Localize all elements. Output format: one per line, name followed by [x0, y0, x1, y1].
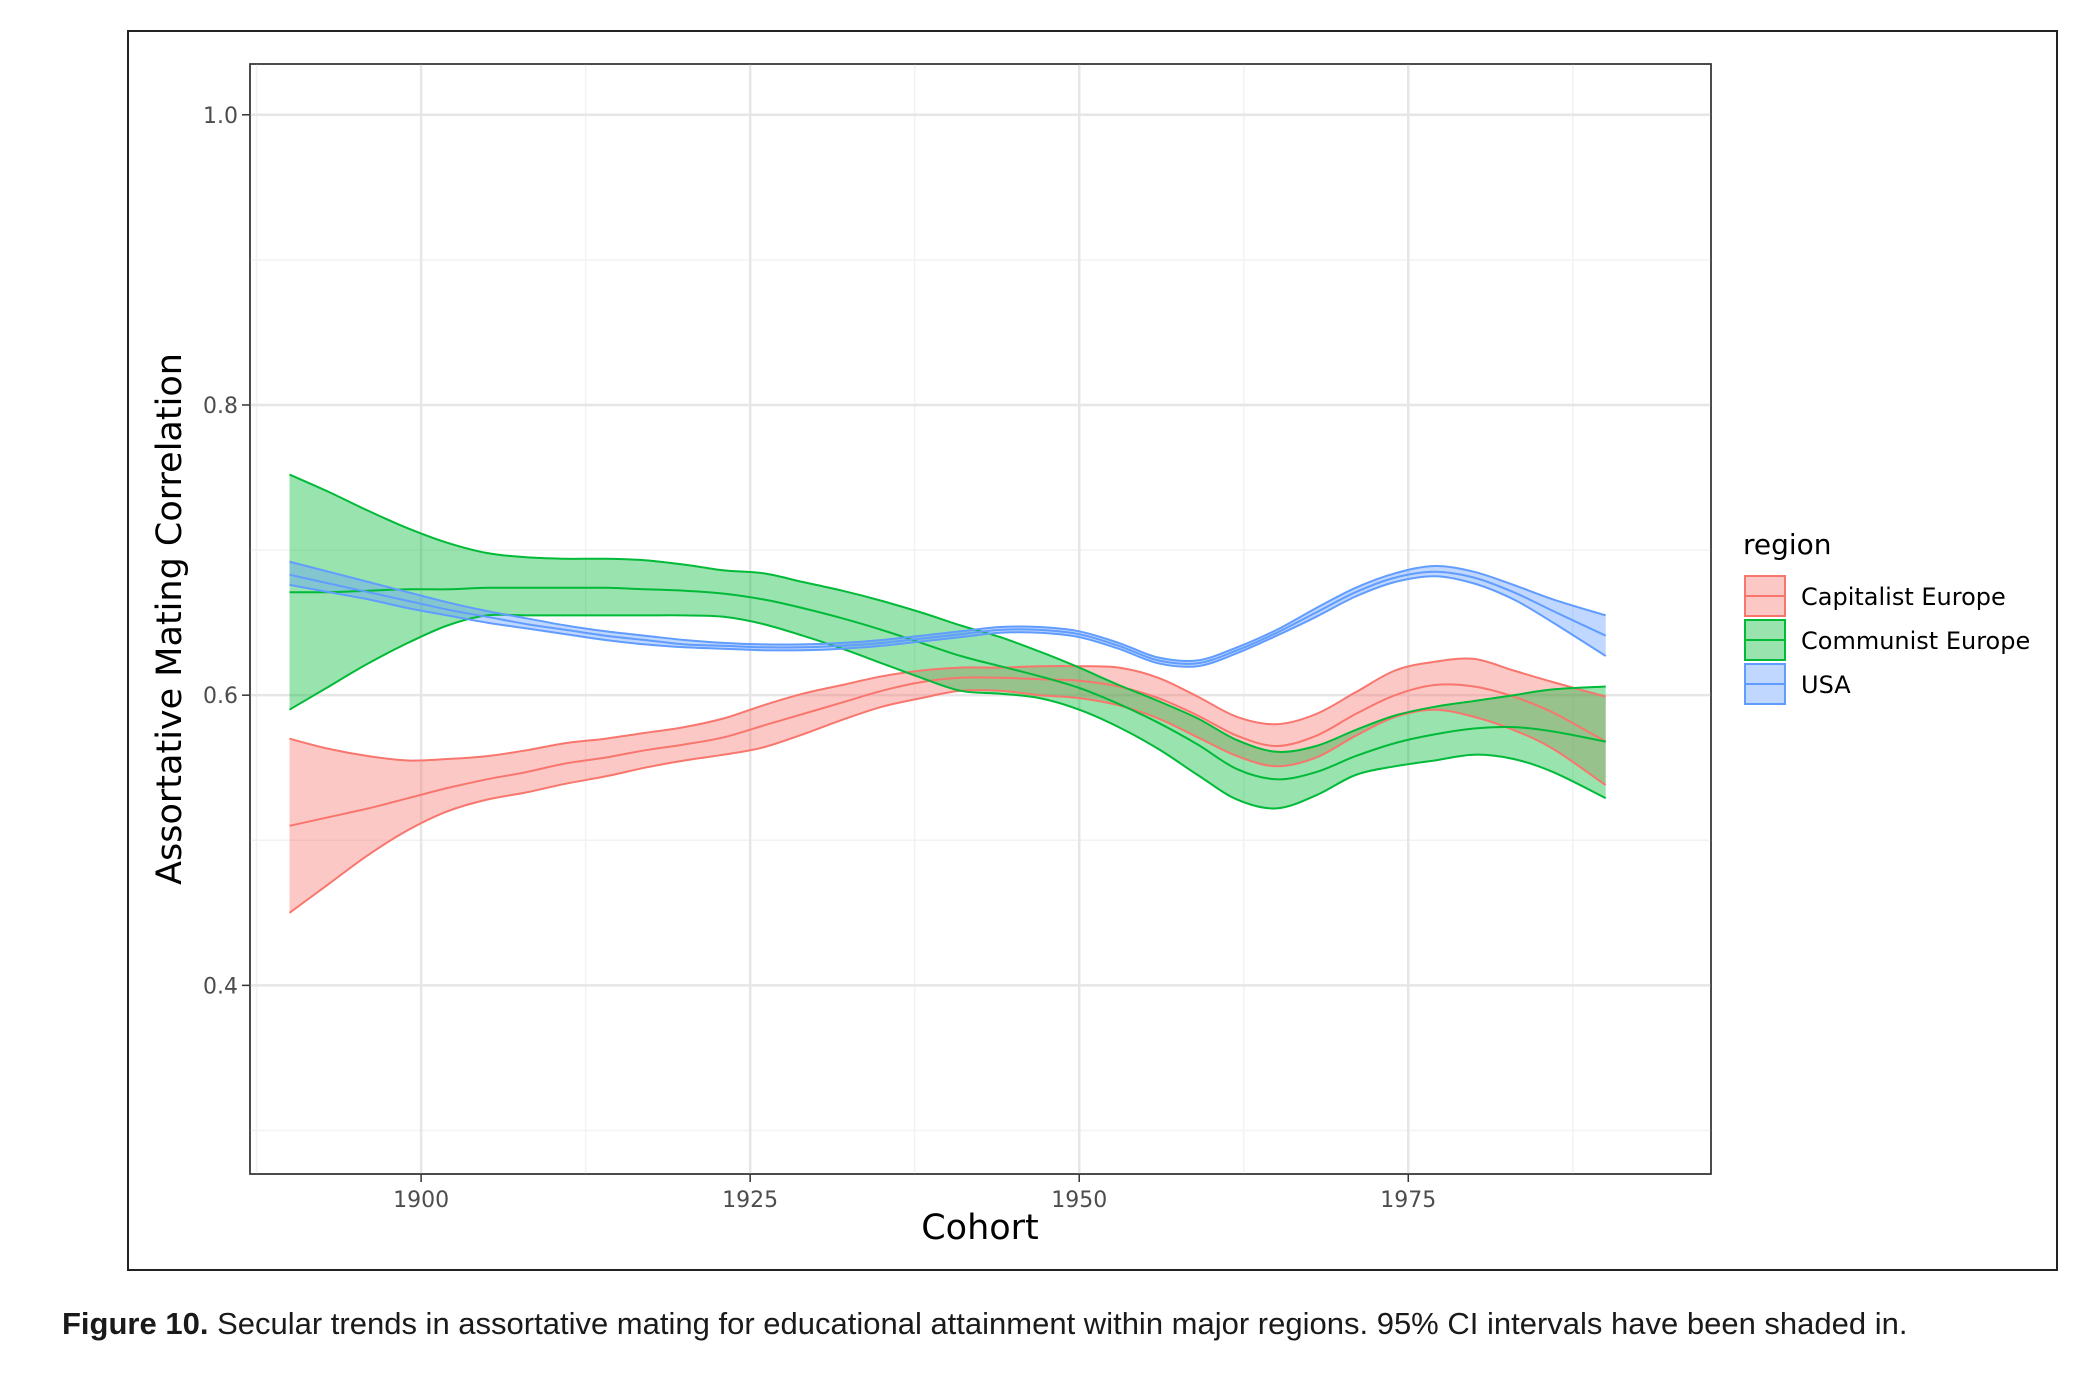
x-tick-label: 1975 — [1380, 1188, 1436, 1213]
usa-line — [289, 570, 1607, 665]
usa-lower-bound — [289, 575, 1607, 668]
x-tick-label: 1925 — [722, 1188, 778, 1213]
communist-europe-upper-bound — [289, 473, 1606, 753]
capitalist-europe-legend-label: Capitalist Europe — [1801, 583, 2006, 611]
grid-lines — [250, 64, 1711, 1174]
usa-upper-bound — [289, 560, 1606, 663]
y-axis-title: Assortative Mating Correlation — [150, 353, 190, 885]
chart: 1900 1925 1950 1975 0.4 0.6 0.8 1.0 Cohort Asso… — [150, 63, 2030, 1248]
figure-caption: Figure 10. Secular trends in assortative… — [62, 1306, 2052, 1342]
capitalist-europe-lower-bound — [288, 689, 1607, 914]
plot-border — [249, 63, 1712, 1175]
y-tick-label: 0.6 — [203, 684, 238, 709]
usa-legend-label: USA — [1801, 671, 1851, 699]
usa-ci-band — [289, 561, 1606, 667]
communist-europe-legend-label: Communist Europe — [1801, 627, 2030, 655]
axes: 1900 1925 1950 1975 0.4 0.6 0.8 1.0 — [203, 104, 1436, 1213]
legend-title: region — [1743, 528, 1832, 561]
capitalist-europe-upper-bound — [289, 657, 1606, 762]
capitalist-europe-line — [289, 676, 1607, 827]
y-tick-label: 0.4 — [203, 974, 238, 999]
x-tick-label: 1950 — [1051, 1188, 1107, 1213]
x-tick-label: 1900 — [393, 1188, 449, 1213]
communist-europe-ci-band — [289, 474, 1606, 809]
y-tick-label: 1.0 — [203, 104, 238, 129]
x-axis-title: Cohort — [921, 1208, 1039, 1248]
communist-europe-line — [289, 586, 1606, 781]
y-tick-label: 0.8 — [203, 394, 238, 419]
figure-frame: 1900 1925 1950 1975 0.4 0.6 0.8 1.0 Cohort Asso… — [127, 30, 2058, 1271]
caption-text: Secular trends in assortative mating for… — [217, 1306, 1908, 1341]
caption-label: Figure 10. — [62, 1306, 209, 1341]
legend: region Capitalist Europe Communist Europe… — [1743, 528, 2030, 705]
series-lines — [288, 473, 1607, 914]
